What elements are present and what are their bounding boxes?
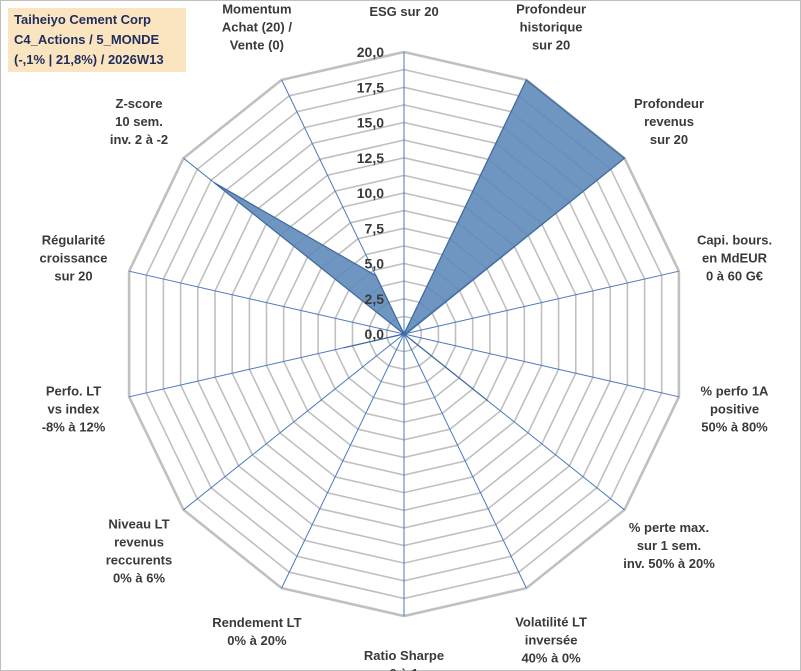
axis-label: NoteESG sur 20	[369, 0, 438, 19]
axis-label: % perte max. sur 1 sem. inv. 50% à 20%	[623, 520, 715, 571]
title-line-company: Taiheiyo Cement Corp	[14, 12, 152, 27]
axis-label: Niveau LT revenus reccurents 0% à 6%	[106, 517, 172, 586]
tick-label: 20,0	[357, 44, 384, 60]
axis-label: Momentum Achat (20) / Vente (0)	[222, 2, 292, 53]
chart-title-box: Taiheiyo Cement Corp C4_Actions / 5_MOND…	[8, 8, 186, 72]
axis-label: % perfo 1A positive 50% à 80%	[701, 384, 770, 435]
radial-tick-labels: 0,0 2,5 5,0 7,5 10,0 12,5 15,0 17,5 20,0	[357, 44, 384, 342]
axis-spoke	[128, 270, 405, 335]
axis-label: Volatilité LT inversée 40% à 0%	[515, 614, 587, 665]
axis-spoke	[281, 333, 405, 589]
axis-spoke	[183, 333, 405, 511]
axis-label: Ratio Sharpe0 à 1	[364, 648, 444, 671]
axis-label: Perfo. LT vs index -8% à 12%	[42, 384, 106, 435]
axis-spoke	[403, 270, 680, 335]
tick-label: 5,0	[365, 256, 385, 272]
title-line-period: (-,1% | 21,8%) / 2026W13	[14, 52, 164, 67]
axis-label: Profondeur revenus sur 20	[634, 96, 704, 147]
tick-label: 17,5	[357, 79, 384, 95]
tick-label: 7,5	[365, 220, 385, 236]
tick-label: 2,5	[365, 291, 385, 307]
tick-label: 0,0	[365, 326, 385, 342]
axis-label: Capi. bours. en MdEUR 0 à 60 G€	[697, 232, 772, 283]
tick-label: 12,5	[357, 150, 384, 166]
series-area	[214, 78, 626, 402]
axis-spoke	[403, 333, 527, 589]
axis-label: Régularité croissance sur 20	[40, 232, 108, 283]
axis-spoke	[403, 333, 680, 398]
tick-label: 15,0	[357, 115, 384, 131]
title-line-category: C4_Actions / 5_MONDE	[14, 32, 160, 47]
axis-label: Profondeur historique sur 20	[516, 2, 586, 53]
tick-label: 10,0	[357, 185, 384, 201]
axis-label: Rendement LT 0% à 20%	[212, 615, 301, 648]
radar-series	[214, 78, 626, 402]
axis-label: Z-score 10 sem. inv. 2 à -2	[110, 96, 168, 147]
